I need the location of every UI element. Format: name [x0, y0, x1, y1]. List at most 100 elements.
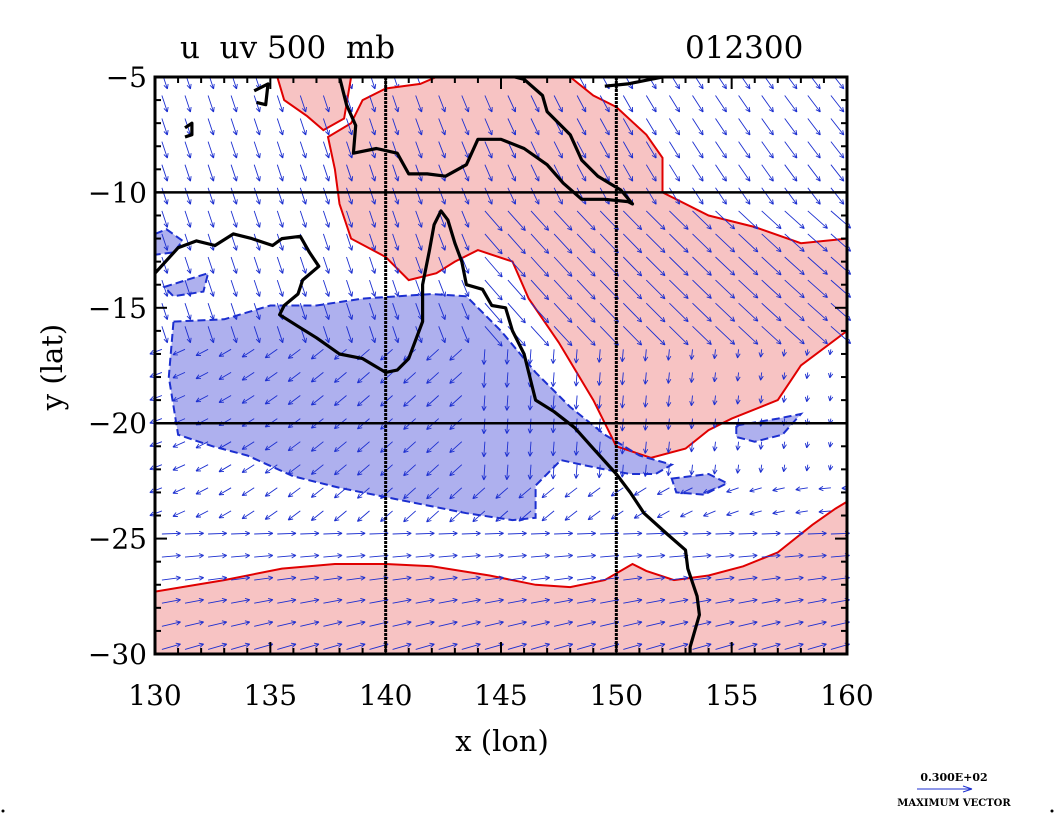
- wind-vector: [715, 164, 727, 182]
- wind-vector: [481, 372, 487, 388]
- wind-vector: [712, 464, 718, 475]
- wind-vector: [218, 510, 232, 519]
- wind-vector: [208, 575, 228, 581]
- wind-vector: [573, 464, 579, 479]
- wind-vector: [438, 530, 458, 536]
- wind-vector: [207, 210, 215, 228]
- wind-vector: [645, 256, 666, 277]
- wind-vector: [322, 256, 330, 274]
- wind-vector: [346, 118, 354, 136]
- wind-vector: [369, 326, 377, 344]
- wind-vector: [277, 575, 297, 581]
- wind-vector: [735, 441, 741, 451]
- wind-vector: [184, 256, 192, 274]
- wind-vector: [403, 441, 417, 454]
- wind-vector: [669, 210, 689, 230]
- wind-vector: [761, 575, 781, 581]
- wind-vector: [207, 279, 215, 297]
- wind-vector: [484, 597, 504, 604]
- wind-vector: [230, 141, 238, 159]
- wind-vector: [553, 233, 573, 254]
- wind-vector: [784, 575, 804, 581]
- wind-vector: [807, 164, 821, 182]
- wind-vector: [577, 530, 597, 536]
- wind-vector: [322, 279, 330, 297]
- wind-vector: [299, 118, 307, 136]
- wind-vector: [703, 487, 716, 494]
- wind-vector: [784, 325, 805, 345]
- wind-vector: [564, 510, 578, 521]
- wind-vector: [195, 464, 209, 472]
- wind-vector: [172, 348, 186, 356]
- wind-vector: [576, 642, 597, 650]
- wind-vector: [761, 642, 781, 650]
- wind-vector: [461, 530, 481, 536]
- wind-vector: [277, 620, 297, 627]
- wind-vector: [781, 349, 787, 357]
- wind-vector: [461, 210, 470, 228]
- wind-vector: [715, 118, 727, 136]
- wind-vector: [277, 597, 297, 604]
- corner-mark: [1050, 809, 1054, 813]
- wind-vector: [554, 575, 574, 581]
- wind-vector: [264, 348, 278, 359]
- wind-vector: [715, 575, 735, 581]
- wind-vector: [804, 441, 810, 449]
- wind-vector: [854, 531, 873, 535]
- wind-vector: [761, 620, 781, 627]
- wind-vector: [299, 210, 307, 228]
- x-tick-label: 145: [474, 679, 527, 712]
- wind-vector: [438, 95, 446, 113]
- wind-vector: [761, 553, 781, 559]
- wind-vector: [784, 302, 805, 322]
- wind-vector: [573, 372, 579, 387]
- wind-vector: [784, 118, 798, 136]
- wind-vector: [807, 575, 827, 581]
- wind-vector: [369, 233, 377, 251]
- wind-vector: [184, 164, 192, 182]
- wind-vector: [712, 349, 718, 360]
- wind-vector: [322, 118, 330, 136]
- wind-vector: [622, 210, 643, 231]
- wind-vector: [666, 395, 672, 407]
- wind-vector: [218, 348, 232, 357]
- wind-vector: [449, 510, 463, 523]
- wind-vector: [392, 95, 400, 113]
- wind-vector: [346, 553, 366, 559]
- x-tick-label: 135: [244, 679, 297, 712]
- wind-vector: [781, 441, 787, 449]
- wind-vector: [346, 530, 366, 537]
- wind-vector: [369, 118, 377, 136]
- wind-vector: [541, 510, 555, 522]
- wind-vector: [694, 77, 704, 90]
- wind-vector: [576, 256, 596, 277]
- wind-vector: [645, 210, 666, 231]
- wind-vector: [738, 118, 751, 136]
- wind-vector: [346, 575, 366, 581]
- wind-vector: [231, 553, 251, 559]
- wind-vector: [619, 464, 626, 478]
- wind-vector: [518, 510, 532, 522]
- wind-vector: [738, 141, 751, 159]
- wind-vector: [438, 279, 446, 297]
- wind-vector: [438, 118, 446, 136]
- wind-vector: [218, 372, 232, 380]
- y-tick-label: −20: [88, 407, 147, 440]
- wind-vector: [287, 372, 301, 382]
- wind-vector: [230, 210, 238, 228]
- wind-vector: [692, 279, 712, 299]
- wind-vector: [553, 642, 574, 650]
- wind-vector: [369, 303, 377, 321]
- contour-fill-layer: [155, 77, 847, 654]
- wind-vector: [550, 441, 556, 457]
- wind-vector: [530, 164, 540, 182]
- wind-vector: [738, 620, 758, 627]
- negative-region: [736, 414, 801, 442]
- wind-vector: [761, 530, 781, 537]
- wind-vector: [507, 164, 517, 182]
- wind-vector: [461, 303, 470, 321]
- wind-vector: [854, 234, 874, 251]
- wind-vector: [276, 210, 284, 228]
- wind-vector: [184, 326, 192, 344]
- wind-vector: [784, 233, 805, 253]
